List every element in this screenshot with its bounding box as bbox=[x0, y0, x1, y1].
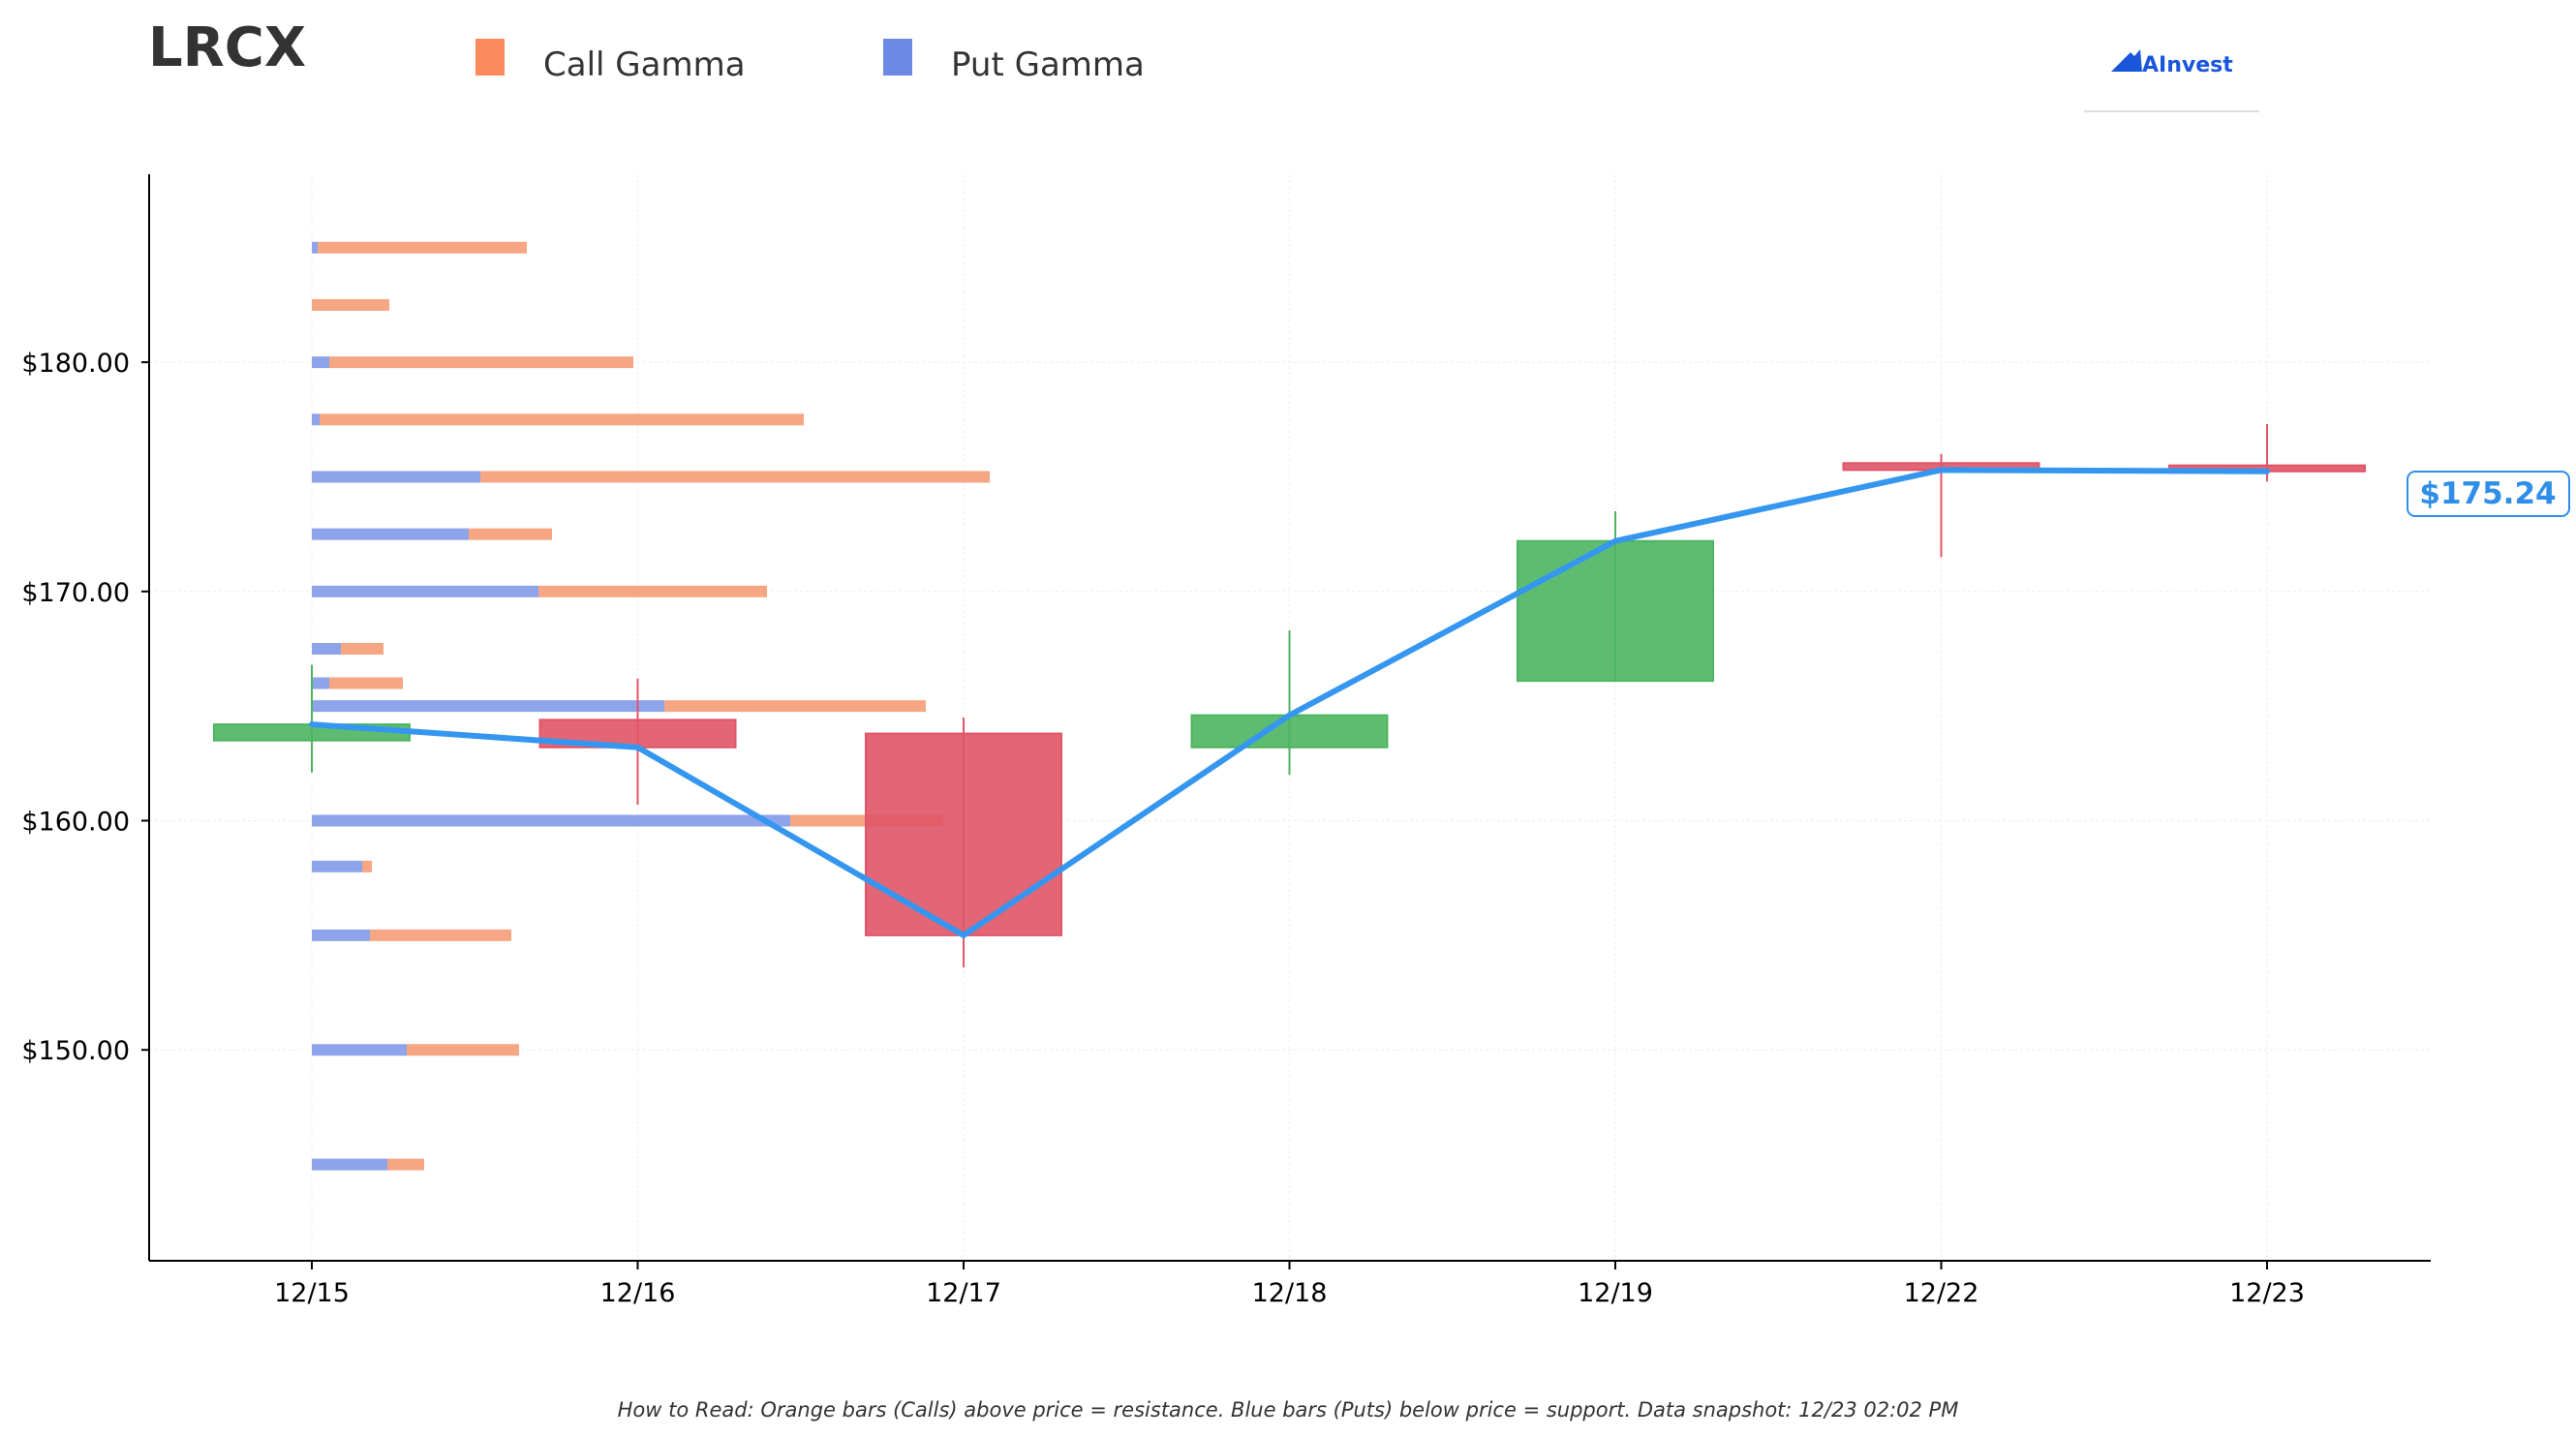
x-tick-label: 12/23 bbox=[2229, 1278, 2305, 1308]
y-axis-ticks: $150.00 $160.00 $170.00 $180.00 bbox=[21, 349, 149, 1066]
last-price-box bbox=[2407, 471, 2570, 517]
brand-logo-icon bbox=[2111, 49, 2142, 72]
put-gamma-bar bbox=[312, 356, 329, 369]
x-tick-label: 12/19 bbox=[1578, 1278, 1653, 1308]
legend: Call Gamma Put Gamma bbox=[475, 39, 1145, 84]
y-tick-label: $170.00 bbox=[21, 578, 130, 608]
call-gamma-bar bbox=[329, 356, 633, 369]
put-gamma-bar bbox=[312, 642, 341, 655]
put-gamma-bar bbox=[312, 700, 664, 713]
price-line-group bbox=[309, 467, 2270, 938]
put-gamma-bar bbox=[312, 1044, 407, 1056]
put-gamma-bar bbox=[312, 1158, 387, 1171]
ticker-title: LRCX bbox=[148, 16, 306, 79]
call-gamma-bar bbox=[320, 413, 804, 426]
footer-note: How to Read: Orange bars (Calls) above p… bbox=[618, 1398, 1959, 1422]
y-tick-label: $160.00 bbox=[21, 808, 130, 838]
candle-body bbox=[1517, 539, 1714, 683]
put-gamma-bar bbox=[312, 860, 362, 872]
call-gamma-bar bbox=[538, 585, 767, 597]
x-axis-ticks: 12/15 12/16 12/17 12/18 12/19 12/22 12/23 bbox=[274, 1261, 2305, 1308]
legend-put-label: Put Gamma bbox=[951, 46, 1145, 84]
call-gamma-bar bbox=[318, 241, 527, 254]
legend-call-swatch bbox=[475, 39, 505, 76]
x-tick-label: 12/15 bbox=[274, 1278, 350, 1308]
x-tick-label: 12/16 bbox=[600, 1278, 676, 1308]
gamma-bars bbox=[312, 241, 990, 1171]
last-price-label: $175.24 bbox=[2419, 476, 2556, 511]
call-gamma-bar bbox=[387, 1158, 424, 1171]
put-gamma-bar bbox=[312, 814, 790, 827]
call-gamma-bar bbox=[341, 642, 383, 655]
put-gamma-bar bbox=[312, 585, 538, 597]
price-line bbox=[309, 467, 2270, 938]
call-gamma-bar bbox=[312, 298, 389, 311]
brand-logo: AInvest bbox=[2084, 49, 2259, 112]
call-gamma-bar bbox=[407, 1044, 519, 1056]
put-gamma-bar bbox=[312, 929, 370, 941]
x-tick-label: 12/18 bbox=[1252, 1278, 1328, 1308]
call-gamma-bar bbox=[370, 929, 511, 941]
y-tick-label: $150.00 bbox=[21, 1036, 130, 1066]
legend-put-swatch bbox=[883, 39, 912, 76]
candle-body bbox=[865, 732, 1062, 936]
x-tick-label: 12/22 bbox=[1904, 1278, 1979, 1308]
candle-body bbox=[1190, 714, 1389, 749]
x-tick-label: 12/17 bbox=[926, 1278, 1001, 1308]
call-gamma-bar bbox=[329, 677, 403, 689]
candlesticks bbox=[213, 424, 2366, 968]
candle-body bbox=[538, 718, 737, 749]
put-gamma-bar bbox=[312, 677, 329, 689]
put-gamma-bar bbox=[312, 241, 318, 254]
call-gamma-bar bbox=[362, 860, 372, 872]
last-price-tag: $175.24 bbox=[2407, 471, 2570, 517]
call-gamma-bar bbox=[664, 700, 926, 713]
put-gamma-bar bbox=[312, 471, 480, 483]
call-gamma-bar bbox=[469, 528, 552, 540]
put-gamma-bar bbox=[312, 413, 320, 426]
legend-call-label: Call Gamma bbox=[543, 46, 746, 84]
call-gamma-bar bbox=[480, 471, 990, 483]
brand-name: AInvest bbox=[2142, 53, 2233, 77]
put-gamma-bar bbox=[312, 528, 469, 540]
y-tick-label: $180.00 bbox=[21, 349, 130, 379]
